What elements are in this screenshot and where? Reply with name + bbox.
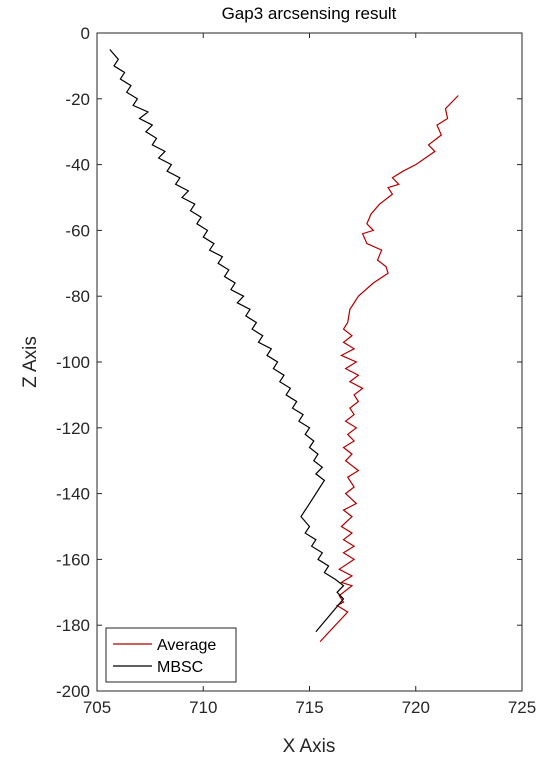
- y-tick-label: -140: [56, 485, 90, 504]
- x-tick-label: 725: [508, 698, 536, 717]
- series-line-mbsc: [109, 49, 345, 633]
- y-tick-label: -160: [56, 550, 90, 569]
- x-tick-label: 715: [295, 698, 323, 717]
- y-tick-label: -100: [56, 353, 90, 372]
- y-tick-label: -40: [65, 156, 90, 175]
- chart-title: Gap3 arcsensing result: [222, 4, 397, 23]
- y-tick-label: -80: [65, 287, 90, 306]
- x-axis-label: X Axis: [283, 736, 336, 757]
- x-axis-ticks: 705 710 715 720 725: [83, 33, 536, 717]
- y-tick-label: -60: [65, 221, 90, 240]
- y-tick-label: -200: [56, 682, 90, 701]
- x-tick-label: 720: [402, 698, 430, 717]
- y-axis-ticks: 0 -20 -40 -60 -80 -100 -120 -140 -160 -180 -200: [56, 24, 522, 701]
- series-line-average: [319, 95, 459, 643]
- legend-label-average: Average: [157, 637, 216, 654]
- y-tick-label: -120: [56, 419, 90, 438]
- y-tick-label: 0: [81, 24, 90, 43]
- legend-box: [105, 627, 237, 683]
- series-layer: [109, 49, 459, 643]
- plot-area: [97, 33, 522, 691]
- x-tick-label: 705: [83, 698, 111, 717]
- y-axis-label: Z Axis: [20, 336, 41, 388]
- legend: Average MBSC: [105, 627, 237, 683]
- y-tick-label: -180: [56, 616, 90, 635]
- y-tick-label: -20: [65, 90, 90, 109]
- x-tick-label: 710: [189, 698, 217, 717]
- legend-label-mbsc: MBSC: [157, 659, 203, 676]
